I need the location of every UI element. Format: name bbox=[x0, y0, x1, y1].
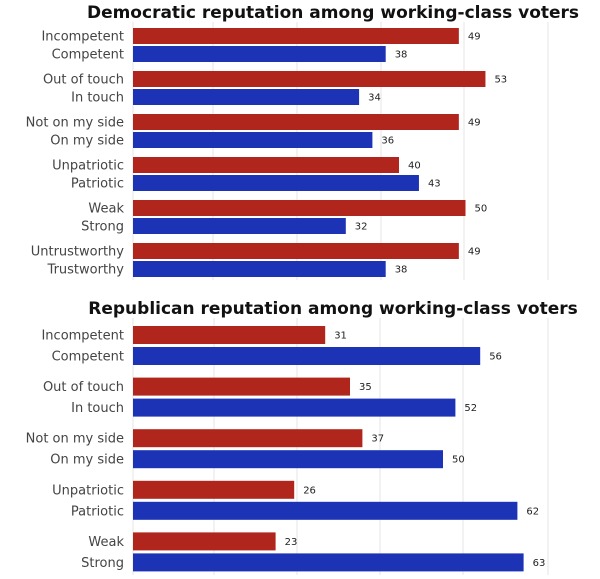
bar-pos bbox=[133, 450, 443, 469]
category-label: Out of touch bbox=[43, 73, 124, 88]
bar-pos bbox=[133, 218, 346, 234]
category-label: Competent bbox=[52, 48, 124, 63]
category-label: Not on my side bbox=[26, 432, 124, 447]
category-label: Not on my side bbox=[26, 116, 124, 131]
category-label: In touch bbox=[71, 91, 124, 106]
category-label: Unpatriotic bbox=[52, 159, 124, 174]
bar-pos bbox=[133, 175, 419, 191]
data-label: 50 bbox=[475, 204, 488, 215]
category-label: Strong bbox=[81, 556, 124, 571]
data-label: 26 bbox=[303, 485, 316, 496]
bar-pos bbox=[133, 132, 373, 148]
bar-neg bbox=[133, 326, 326, 344]
data-label: 31 bbox=[334, 331, 347, 342]
data-label: 38 bbox=[395, 265, 408, 276]
chart-panel-2: Republican reputation among working-clas… bbox=[26, 299, 578, 575]
bar-neg bbox=[133, 480, 295, 499]
category-label: Patriotic bbox=[71, 177, 124, 192]
data-label: 43 bbox=[428, 179, 441, 190]
bar-neg bbox=[133, 429, 363, 448]
chart-panel-1: Democratic reputation among working-clas… bbox=[26, 3, 579, 280]
chart-title: Republican reputation among working-clas… bbox=[88, 299, 577, 319]
category-label: Incompetent bbox=[41, 30, 124, 45]
bar-pos bbox=[133, 347, 481, 365]
bar-pos bbox=[133, 46, 386, 62]
bar-neg bbox=[133, 532, 276, 551]
category-label: Competent bbox=[52, 350, 124, 365]
data-label: 40 bbox=[408, 161, 421, 172]
bar-neg bbox=[133, 200, 466, 216]
data-label: 52 bbox=[464, 403, 477, 414]
data-label: 32 bbox=[355, 222, 368, 233]
category-label: In touch bbox=[71, 401, 124, 416]
bar-neg bbox=[133, 71, 486, 87]
bar-neg bbox=[133, 114, 459, 130]
data-label: 49 bbox=[468, 247, 481, 258]
data-label: 63 bbox=[533, 558, 546, 569]
data-label: 62 bbox=[526, 506, 539, 517]
bar-neg bbox=[133, 28, 459, 44]
category-label: Strong bbox=[81, 220, 124, 235]
data-label: 56 bbox=[489, 352, 502, 363]
category-label: On my side bbox=[50, 134, 124, 149]
bar-pos bbox=[133, 398, 456, 417]
category-label: Untrustworthy bbox=[31, 245, 125, 260]
bar-pos bbox=[133, 553, 524, 572]
bar-pos bbox=[133, 89, 360, 105]
data-label: 34 bbox=[368, 93, 381, 104]
category-label: Weak bbox=[88, 535, 124, 550]
data-label: 49 bbox=[468, 118, 481, 129]
category-label: Weak bbox=[88, 202, 124, 217]
data-label: 49 bbox=[468, 32, 481, 43]
category-label: Unpatriotic bbox=[52, 483, 124, 498]
bar-neg bbox=[133, 157, 399, 173]
data-label: 53 bbox=[494, 75, 507, 86]
data-label: 38 bbox=[395, 50, 408, 61]
category-label: Trustworthy bbox=[47, 263, 125, 278]
chart-title: Democratic reputation among working-clas… bbox=[87, 3, 579, 23]
category-label: Out of touch bbox=[43, 380, 124, 395]
category-label: On my side bbox=[50, 453, 124, 468]
category-label: Incompetent bbox=[41, 329, 124, 344]
bar-pos bbox=[133, 501, 518, 520]
data-label: 35 bbox=[359, 382, 372, 393]
data-label: 23 bbox=[285, 537, 298, 548]
bar-pos bbox=[133, 261, 386, 277]
bar-neg bbox=[133, 377, 350, 396]
category-label: Patriotic bbox=[71, 504, 124, 519]
data-label: 36 bbox=[381, 136, 394, 147]
data-label: 50 bbox=[452, 455, 465, 466]
data-label: 37 bbox=[371, 434, 384, 445]
bar-neg bbox=[133, 243, 459, 259]
